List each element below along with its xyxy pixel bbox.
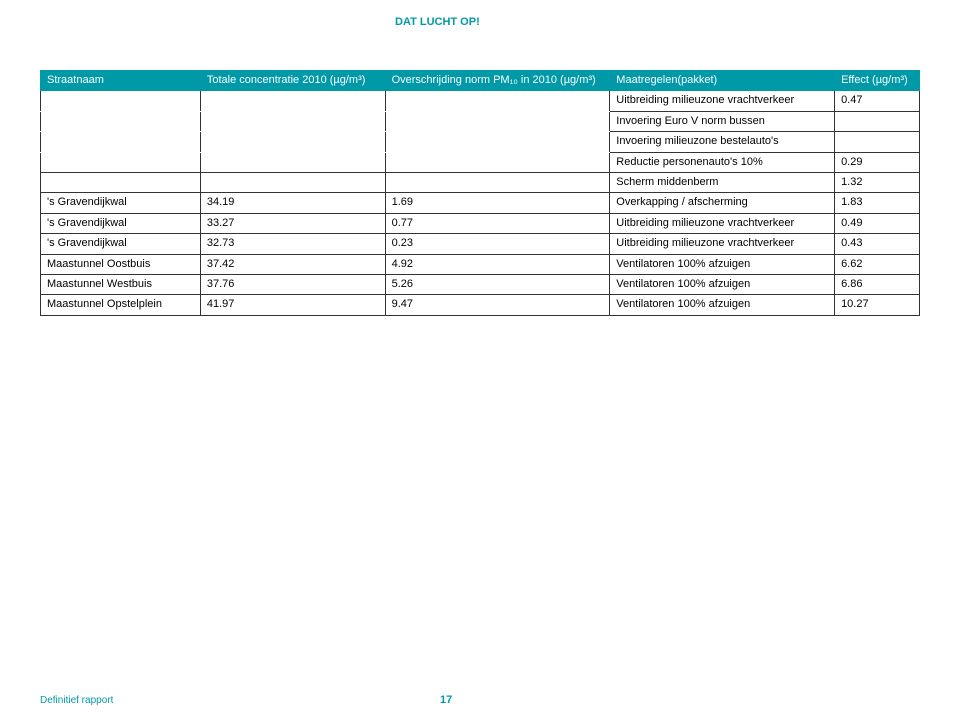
table-cell: 1.32	[835, 172, 920, 192]
table-cell: 5.26	[385, 274, 610, 294]
table-cell: 37.76	[200, 274, 385, 294]
table-cell: 33.27	[200, 213, 385, 233]
table-row: Invoering Euro V norm bussen	[41, 111, 920, 131]
table-cell: 10.27	[835, 295, 920, 315]
col-header-effect: Effect (µg/m³)	[835, 71, 920, 91]
table-cell	[41, 111, 201, 131]
table-cell: 34.19	[200, 193, 385, 213]
table-cell: 0.43	[835, 234, 920, 254]
table-cell: 4.92	[385, 254, 610, 274]
table-cell: 6.62	[835, 254, 920, 274]
table-row: Uitbreiding milieuzone vrachtverkeer0.47	[41, 91, 920, 111]
table-cell: Uitbreiding milieuzone vrachtverkeer	[610, 91, 835, 111]
col-header-totale: Totale concentratie 2010 (µg/m³)	[200, 71, 385, 91]
table-cell: Scherm middenberm	[610, 172, 835, 192]
table-cell	[835, 132, 920, 152]
table-cell: Reductie personenauto's 10%	[610, 152, 835, 172]
table-cell	[41, 91, 201, 111]
table-cell: Uitbreiding milieuzone vrachtverkeer	[610, 213, 835, 233]
table-cell: 1.83	[835, 193, 920, 213]
data-table-wrap: Straatnaam Totale concentratie 2010 (µg/…	[40, 70, 920, 316]
footer-label: Definitief rapport	[40, 695, 113, 706]
table-cell: 0.49	[835, 213, 920, 233]
table-cell: Maastunnel Westbuis	[41, 274, 201, 294]
tagline: DAT LUCHT OP!	[395, 16, 480, 28]
table-cell	[41, 152, 201, 172]
table-cell: Ventilatoren 100% afzuigen	[610, 295, 835, 315]
col-header-overschrijding: Overschrijding norm PM₁₀ in 2010 (µg/m³)	[385, 71, 610, 91]
table-row: 's Gravendijkwal34.191.69Overkapping / a…	[41, 193, 920, 213]
table-row: Maastunnel Westbuis37.765.26Ventilatoren…	[41, 274, 920, 294]
table-cell: Invoering Euro V norm bussen	[610, 111, 835, 131]
page: DAT LUCHT OP! Straatnaam Totale concentr…	[0, 0, 960, 728]
table-cell	[41, 132, 201, 152]
table-row: Invoering milieuzone bestelauto's	[41, 132, 920, 152]
table-row: Maastunnel Opstelplein41.979.47Ventilato…	[41, 295, 920, 315]
table-cell	[385, 111, 610, 131]
table-cell	[835, 111, 920, 131]
table-cell	[41, 172, 201, 192]
table-cell: 41.97	[200, 295, 385, 315]
table-cell: 's Gravendijkwal	[41, 193, 201, 213]
table-cell: Uitbreiding milieuzone vrachtverkeer	[610, 234, 835, 254]
table-cell: Ventilatoren 100% afzuigen	[610, 254, 835, 274]
table-cell: 0.47	[835, 91, 920, 111]
col-header-straatnaam: Straatnaam	[41, 71, 201, 91]
table-cell	[385, 91, 610, 111]
table-cell	[200, 111, 385, 131]
table-row: 's Gravendijkwal32.730.23Uitbreiding mil…	[41, 234, 920, 254]
table-cell	[385, 172, 610, 192]
table-cell: 6.86	[835, 274, 920, 294]
table-cell: 's Gravendijkwal	[41, 213, 201, 233]
page-number: 17	[440, 694, 452, 706]
page-footer: Definitief rapport 17	[40, 695, 920, 706]
table-cell	[200, 132, 385, 152]
table-cell: 0.77	[385, 213, 610, 233]
table-cell	[200, 152, 385, 172]
table-cell	[385, 152, 610, 172]
table-cell: Overkapping / afscherming	[610, 193, 835, 213]
table-row: Reductie personenauto's 10%0.29	[41, 152, 920, 172]
table-row: Scherm middenberm1.32	[41, 172, 920, 192]
table-cell: 0.29	[835, 152, 920, 172]
table-cell	[200, 91, 385, 111]
table-cell: Ventilatoren 100% afzuigen	[610, 274, 835, 294]
table-cell: Invoering milieuzone bestelauto's	[610, 132, 835, 152]
table-cell: 's Gravendijkwal	[41, 234, 201, 254]
table-cell: 0.23	[385, 234, 610, 254]
table-body: Uitbreiding milieuzone vrachtverkeer0.47…	[41, 91, 920, 315]
table-cell: 9.47	[385, 295, 610, 315]
table-cell	[200, 172, 385, 192]
table-cell: Maastunnel Oostbuis	[41, 254, 201, 274]
table-cell: 32.73	[200, 234, 385, 254]
table-row: 's Gravendijkwal33.270.77Uitbreiding mil…	[41, 213, 920, 233]
table-row: Maastunnel Oostbuis37.424.92Ventilatoren…	[41, 254, 920, 274]
col-header-maatregelen: Maatregelen(pakket)	[610, 71, 835, 91]
table-cell: 37.42	[200, 254, 385, 274]
table-cell: 1.69	[385, 193, 610, 213]
table-cell	[385, 132, 610, 152]
table-header-row: Straatnaam Totale concentratie 2010 (µg/…	[41, 71, 920, 91]
table-cell: Maastunnel Opstelplein	[41, 295, 201, 315]
data-table: Straatnaam Totale concentratie 2010 (µg/…	[40, 70, 920, 316]
